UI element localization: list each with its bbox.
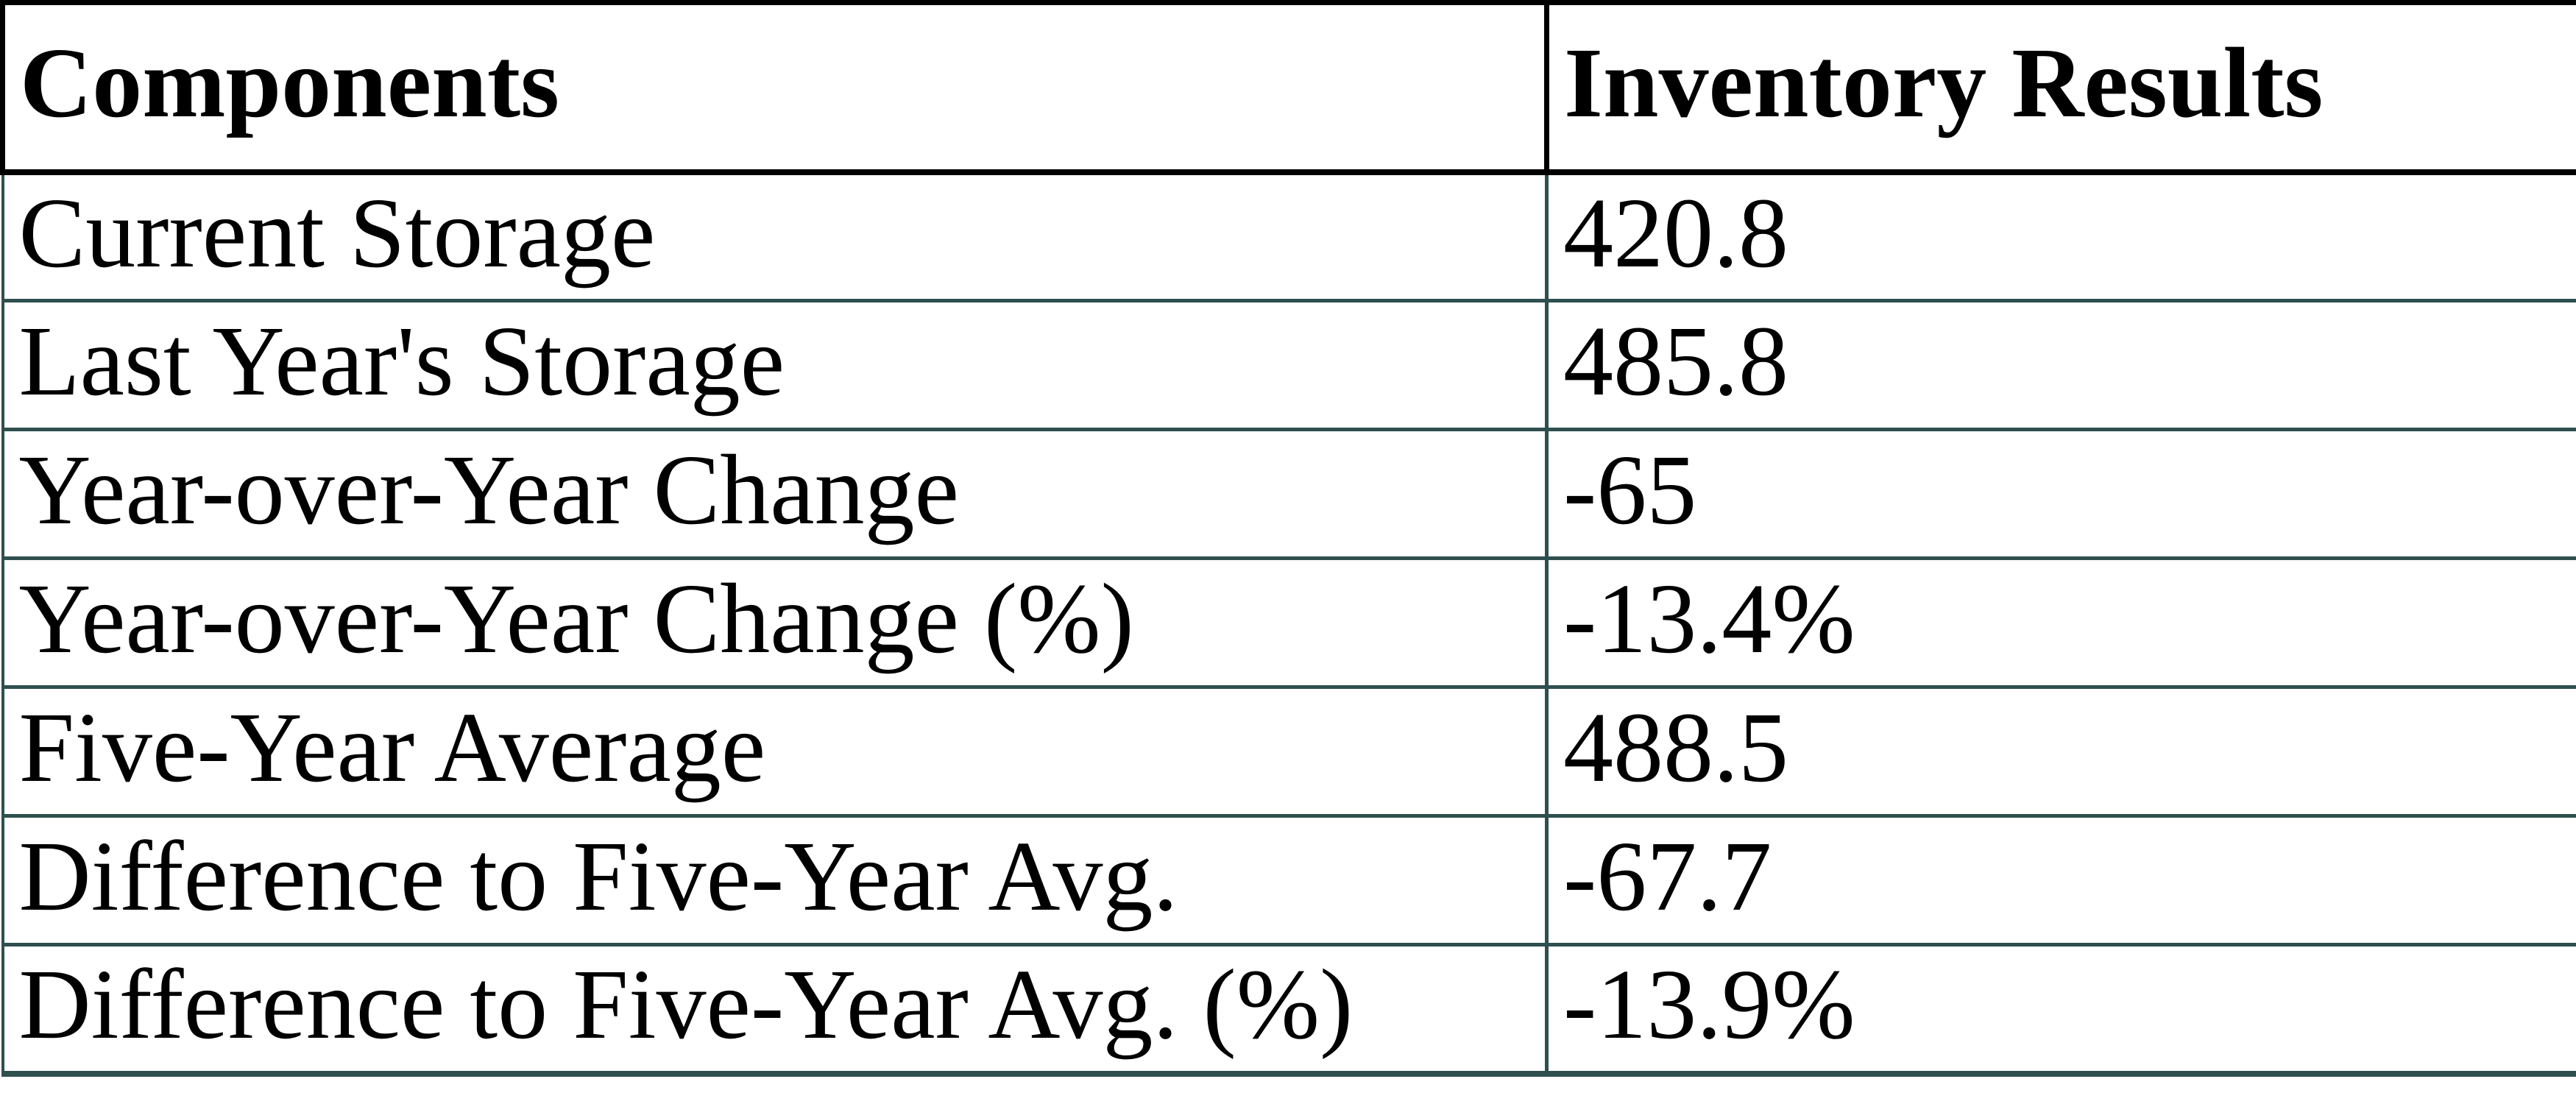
table-row: Year-over-Year Change -65 bbox=[1, 428, 2576, 560]
component-label: Difference to Five-Year Avg. bbox=[1, 814, 1549, 946]
component-value: -67.7 bbox=[1545, 814, 2576, 946]
component-label: Difference to Five-Year Avg. (%) bbox=[1, 943, 1549, 1077]
component-value: 485.8 bbox=[1545, 299, 2576, 431]
component-label: Current Storage bbox=[1, 170, 1549, 302]
table-row: Difference to Five-Year Avg. (%) -13.9% bbox=[1, 943, 2576, 1077]
component-label: Last Year's Storage bbox=[1, 299, 1549, 431]
component-value: 488.5 bbox=[1545, 685, 2576, 818]
component-label: Year-over-Year Change (%) bbox=[1, 556, 1549, 689]
component-value: -13.9% bbox=[1545, 943, 2576, 1077]
component-value: -65 bbox=[1545, 428, 2576, 560]
component-value: 420.8 bbox=[1545, 170, 2576, 302]
table-row: Five-Year Average 488.5 bbox=[1, 685, 2576, 818]
header-inventory-results: Inventory Results bbox=[1544, 0, 2576, 175]
component-label: Year-over-Year Change bbox=[1, 428, 1549, 560]
component-label: Five-Year Average bbox=[1, 685, 1549, 818]
table-row: Year-over-Year Change (%) -13.4% bbox=[1, 556, 2576, 689]
header-components: Components bbox=[0, 0, 1549, 175]
inventory-results-table: Components Inventory Results Current Sto… bbox=[0, 0, 2576, 1077]
header-row: Components Inventory Results bbox=[0, 0, 2576, 175]
table-row: Difference to Five-Year Avg. -67.7 bbox=[1, 814, 2576, 946]
table-row: Current Storage 420.8 bbox=[1, 170, 2576, 302]
table-row: Last Year's Storage 485.8 bbox=[1, 299, 2576, 431]
component-value: -13.4% bbox=[1545, 556, 2576, 689]
